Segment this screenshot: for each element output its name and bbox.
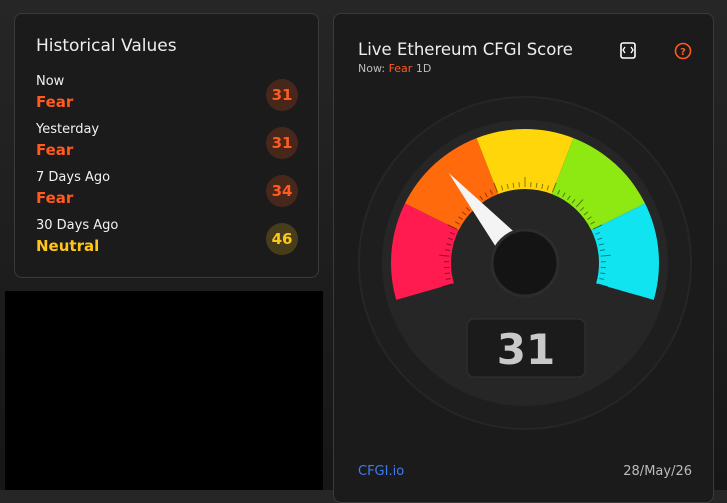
history-row: Yesterday Fear 31 [36, 122, 298, 166]
video-area [5, 291, 323, 490]
row-label: Now [36, 74, 64, 89]
card-title: Historical Values [36, 36, 177, 56]
row-label: 7 Days Ago [36, 170, 110, 185]
live-card: Live Ethereum CFGI Score Now: Fear 1D ? … [333, 13, 714, 503]
row-badge: 34 [266, 175, 298, 207]
now-sentiment: Fear [389, 62, 413, 75]
history-row: 30 Days Ago Neutral 46 [36, 218, 298, 262]
row-label: 30 Days Ago [36, 218, 118, 233]
now-line: Now: Fear 1D [358, 62, 431, 75]
row-badge: 31 [266, 127, 298, 159]
timeframe: 1D [416, 62, 431, 75]
row-label: Yesterday [36, 122, 99, 137]
gauge-tick [600, 273, 605, 274]
now-prefix: Now: [358, 62, 385, 75]
row-badge: 31 [266, 79, 298, 111]
gauge-tick [445, 273, 450, 274]
embed-icon[interactable] [621, 43, 635, 58]
score: 31 [497, 325, 555, 374]
card-title: Live Ethereum CFGI Score [358, 40, 573, 59]
row-sentiment: Fear [36, 189, 73, 207]
history-row: Now Fear 31 [36, 74, 298, 118]
history-row: 7 Days Ago Fear 34 [36, 170, 298, 214]
date: 28/May/26 [623, 464, 692, 479]
row-sentiment: Fear [36, 141, 73, 159]
historical-card: Historical Values Now Fear 31 Yesterday Fear… [14, 13, 319, 278]
gauge-hub [492, 230, 558, 296]
source-link[interactable]: CFGI.io [358, 464, 404, 479]
row-sentiment: Fear [36, 93, 73, 111]
help-icon[interactable]: ? [676, 44, 691, 59]
row-sentiment: Neutral [36, 237, 99, 255]
svg-text:?: ? [680, 47, 686, 58]
page: Historical Values Now Fear 31 Yesterday Fear… [0, 0, 727, 490]
gauge-svg: Live Ethereum CFGI Score Now: Fear 1D ? … [334, 14, 715, 491]
row-badge: 46 [266, 223, 298, 255]
